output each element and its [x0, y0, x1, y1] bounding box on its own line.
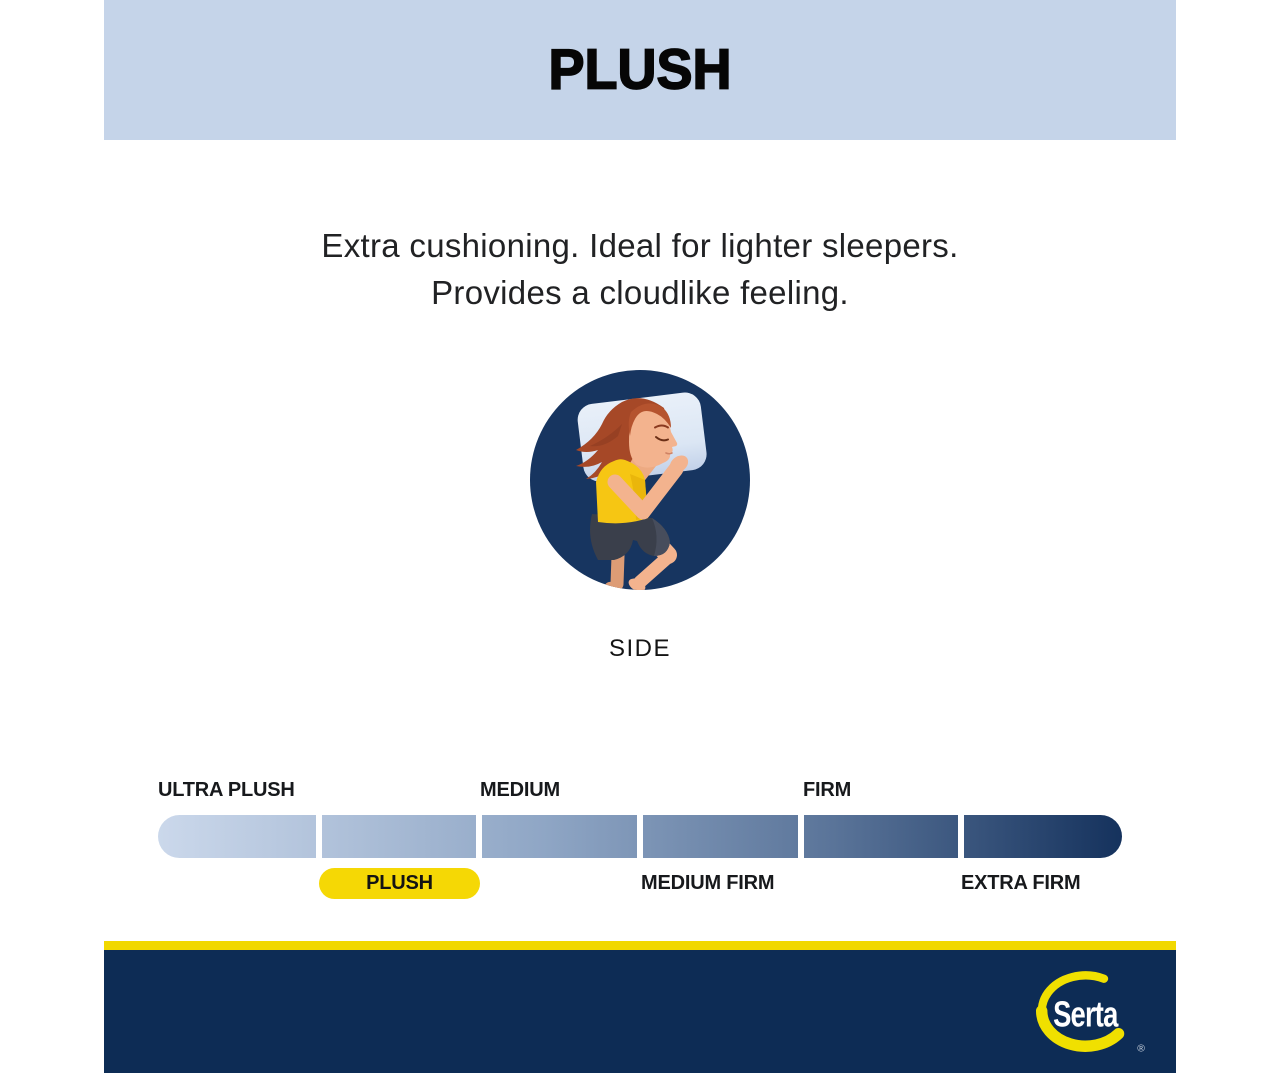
side-sleeper-illustration [530, 370, 750, 590]
bar-divider [798, 815, 804, 858]
arm [607, 461, 684, 520]
hair-front [628, 403, 671, 436]
serta-swoosh-thick [1035, 1005, 1125, 1052]
bar-divider [637, 815, 643, 858]
eyebrow [654, 424, 669, 429]
side-sleeper-icon [530, 370, 750, 590]
firmness-scale: ULTRA PLUSH MEDIUM FIRM PLUSH MEDIUM FIR… [158, 779, 1122, 904]
title-banner: PLUSH [104, 0, 1176, 140]
mouth [665, 452, 673, 455]
description-line2: Provides a cloudlike feeling. [431, 274, 849, 311]
scale-label-medium: MEDIUM [480, 779, 560, 801]
scale-label-ultra-plush: ULTRA PLUSH [158, 779, 295, 801]
hair-strand-shadow [590, 424, 622, 447]
footer-accent-line [104, 941, 1176, 950]
shorts-highlight [652, 518, 670, 556]
scale-label-firm: FIRM [803, 779, 852, 801]
registered-trademark-symbol: ® [1137, 1043, 1145, 1054]
bar-divider [958, 815, 964, 858]
page-title: PLUSH [548, 38, 733, 102]
description: Extra cushioning. Ideal for lighter slee… [104, 222, 1176, 316]
bar-divider [476, 815, 482, 858]
front-foot [628, 578, 646, 590]
description-line1: Extra cushioning. Ideal for lighter slee… [321, 227, 959, 264]
front-shin [633, 551, 674, 589]
serta-wordmark: Serta [1053, 994, 1118, 1034]
closed-eye [655, 436, 669, 442]
selected-firmness-pill: PLUSH [319, 868, 480, 899]
sleeping-woman-figure [576, 392, 707, 590]
sleep-position-label: SIDE [608, 635, 671, 662]
footer: Serta ® [104, 950, 1176, 1073]
back-shin [610, 549, 625, 590]
face [629, 408, 678, 468]
hand [669, 455, 689, 473]
bar-divider [316, 815, 322, 858]
scale-label-extra-firm: EXTRA FIRM [961, 872, 1081, 894]
scale-label-medium-firm: MEDIUM FIRM [641, 872, 775, 894]
serta-logo: Serta ® [1035, 971, 1145, 1054]
shorts [590, 514, 670, 560]
